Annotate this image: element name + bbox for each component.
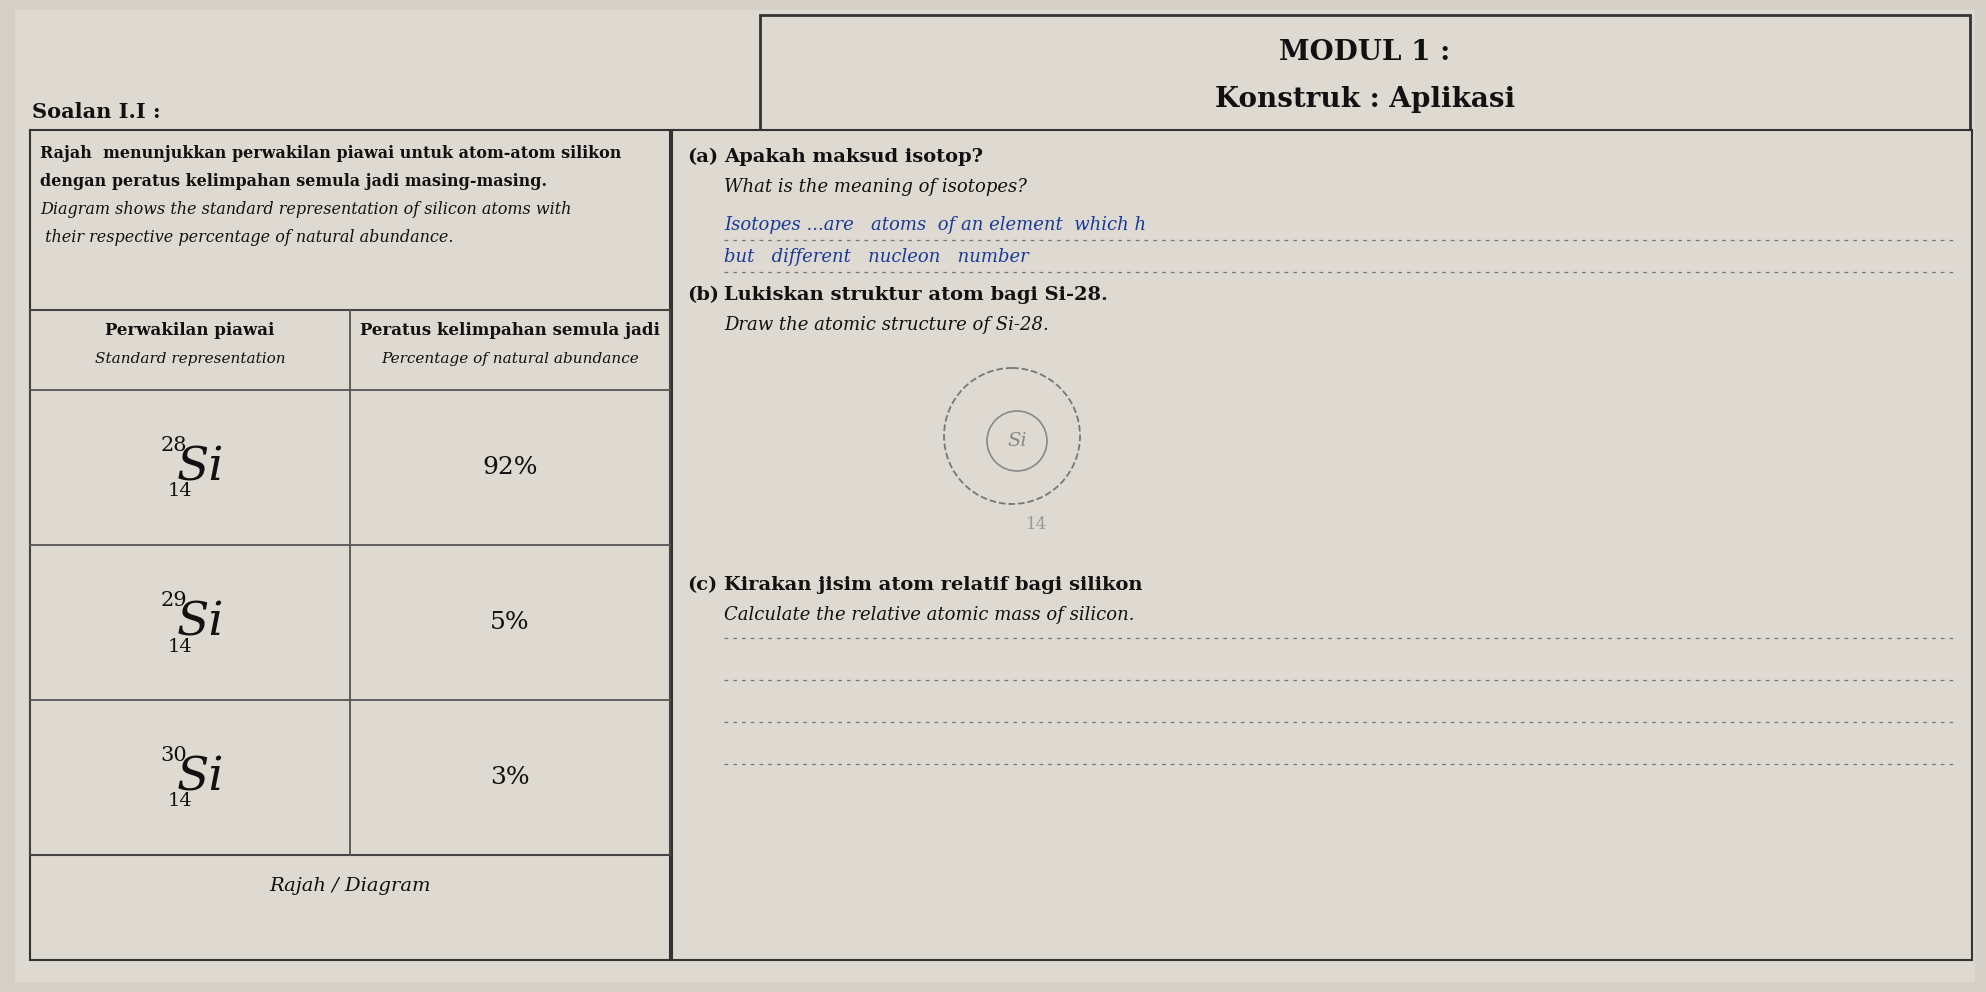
- Text: Si: Si: [177, 600, 224, 645]
- Text: Konstruk : Aplikasi: Konstruk : Aplikasi: [1215, 86, 1515, 113]
- FancyBboxPatch shape: [30, 130, 669, 960]
- Text: dengan peratus kelimpahan semula jadi masing-masing.: dengan peratus kelimpahan semula jadi ma…: [40, 173, 546, 190]
- Text: 29: 29: [161, 591, 187, 610]
- FancyBboxPatch shape: [761, 15, 1970, 133]
- Text: Diagram shows the standard representation of silicon atoms with: Diagram shows the standard representatio…: [40, 201, 572, 218]
- Text: Rajah  menunjukkan perwakilan piawai untuk atom-atom silikon: Rajah menunjukkan perwakilan piawai untu…: [40, 145, 622, 162]
- Text: Percentage of natural abundance: Percentage of natural abundance: [381, 352, 639, 366]
- Text: Si: Si: [1007, 432, 1027, 450]
- Text: 30: 30: [161, 746, 187, 765]
- Text: their respective percentage of natural abundance.: their respective percentage of natural a…: [40, 229, 453, 246]
- FancyBboxPatch shape: [30, 310, 669, 855]
- Text: Calculate the relative atomic mass of silicon.: Calculate the relative atomic mass of si…: [725, 606, 1134, 624]
- Text: Standard representation: Standard representation: [95, 352, 286, 366]
- Text: Si: Si: [177, 755, 224, 801]
- Text: 14: 14: [167, 482, 193, 501]
- Text: Lukiskan struktur atom bagi Si-28.: Lukiskan struktur atom bagi Si-28.: [725, 286, 1108, 304]
- Text: MODUL 1 :: MODUL 1 :: [1279, 40, 1450, 66]
- Text: (a): (a): [687, 148, 719, 166]
- Text: Soalan I.I :: Soalan I.I :: [32, 102, 161, 122]
- Text: 14: 14: [1027, 516, 1049, 533]
- Text: 28: 28: [161, 436, 187, 455]
- FancyBboxPatch shape: [16, 10, 1974, 982]
- Text: Kirakan jisim atom relatif bagi silikon: Kirakan jisim atom relatif bagi silikon: [725, 576, 1142, 594]
- Text: 14: 14: [167, 638, 193, 656]
- Text: (c): (c): [687, 576, 717, 594]
- Text: 5%: 5%: [491, 611, 530, 634]
- Text: Isotopes ...are   atoms  of an element  which h: Isotopes ...are atoms of an element whic…: [725, 216, 1146, 234]
- Text: Si: Si: [177, 444, 224, 490]
- Text: Peratus kelimpahan semula jadi: Peratus kelimpahan semula jadi: [359, 322, 659, 339]
- Text: but   different   nucleon   number: but different nucleon number: [725, 248, 1029, 266]
- FancyBboxPatch shape: [671, 130, 1972, 960]
- Text: Rajah / Diagram: Rajah / Diagram: [270, 877, 431, 895]
- Text: 14: 14: [167, 793, 193, 810]
- Text: (b): (b): [687, 286, 719, 304]
- Text: What is the meaning of isotopes?: What is the meaning of isotopes?: [725, 178, 1027, 196]
- Text: Draw the atomic structure of Si-28.: Draw the atomic structure of Si-28.: [725, 316, 1049, 334]
- Text: 3%: 3%: [491, 766, 530, 789]
- Text: Perwakilan piawai: Perwakilan piawai: [105, 322, 274, 339]
- Text: Apakah maksud isotop?: Apakah maksud isotop?: [725, 148, 983, 166]
- Text: 92%: 92%: [483, 456, 538, 479]
